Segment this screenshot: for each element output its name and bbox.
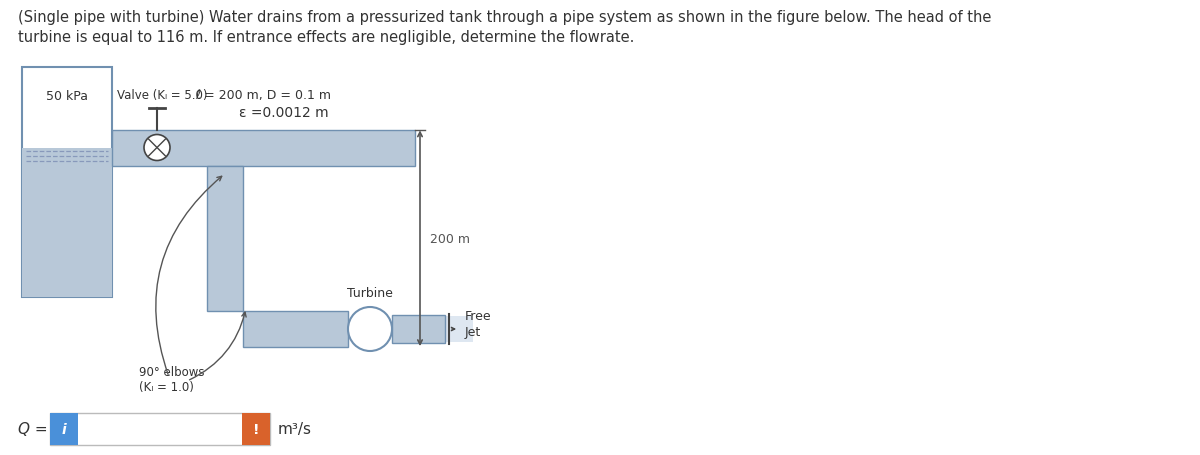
Text: !: ! <box>253 422 259 436</box>
Text: ℓ = 200 m, D = 0.1 m: ℓ = 200 m, D = 0.1 m <box>196 89 331 102</box>
Text: Q =: Q = <box>18 422 48 436</box>
Text: ε =0.0012 m: ε =0.0012 m <box>239 106 329 120</box>
Text: Free
Jet: Free Jet <box>466 310 492 339</box>
Text: m³/s: m³/s <box>278 422 312 436</box>
Bar <box>242 413 270 445</box>
Text: 200 m: 200 m <box>430 232 470 245</box>
Text: 90° elbows
(Kₗ = 1.0): 90° elbows (Kₗ = 1.0) <box>139 365 204 393</box>
Text: i: i <box>61 422 66 436</box>
Bar <box>22 148 112 298</box>
Bar <box>242 311 348 347</box>
Text: turbine is equal to 116 m. If entrance effects are negligible, determine the flo: turbine is equal to 116 m. If entrance e… <box>18 30 635 45</box>
Bar <box>392 315 445 343</box>
Text: Turbine: Turbine <box>347 286 392 299</box>
Text: (Single pipe with turbine) Water drains from a pressurized tank through a pipe s: (Single pipe with turbine) Water drains … <box>18 10 991 25</box>
Bar <box>50 413 78 445</box>
Text: Valve (Kₗ = 5.0): Valve (Kₗ = 5.0) <box>118 89 208 102</box>
Bar <box>22 68 112 298</box>
Text: 50 kPa: 50 kPa <box>46 90 88 103</box>
Circle shape <box>144 135 170 161</box>
Circle shape <box>348 307 392 351</box>
Bar <box>112 130 415 166</box>
Bar <box>208 166 242 311</box>
Bar <box>445 316 473 342</box>
Bar <box>50 413 270 445</box>
